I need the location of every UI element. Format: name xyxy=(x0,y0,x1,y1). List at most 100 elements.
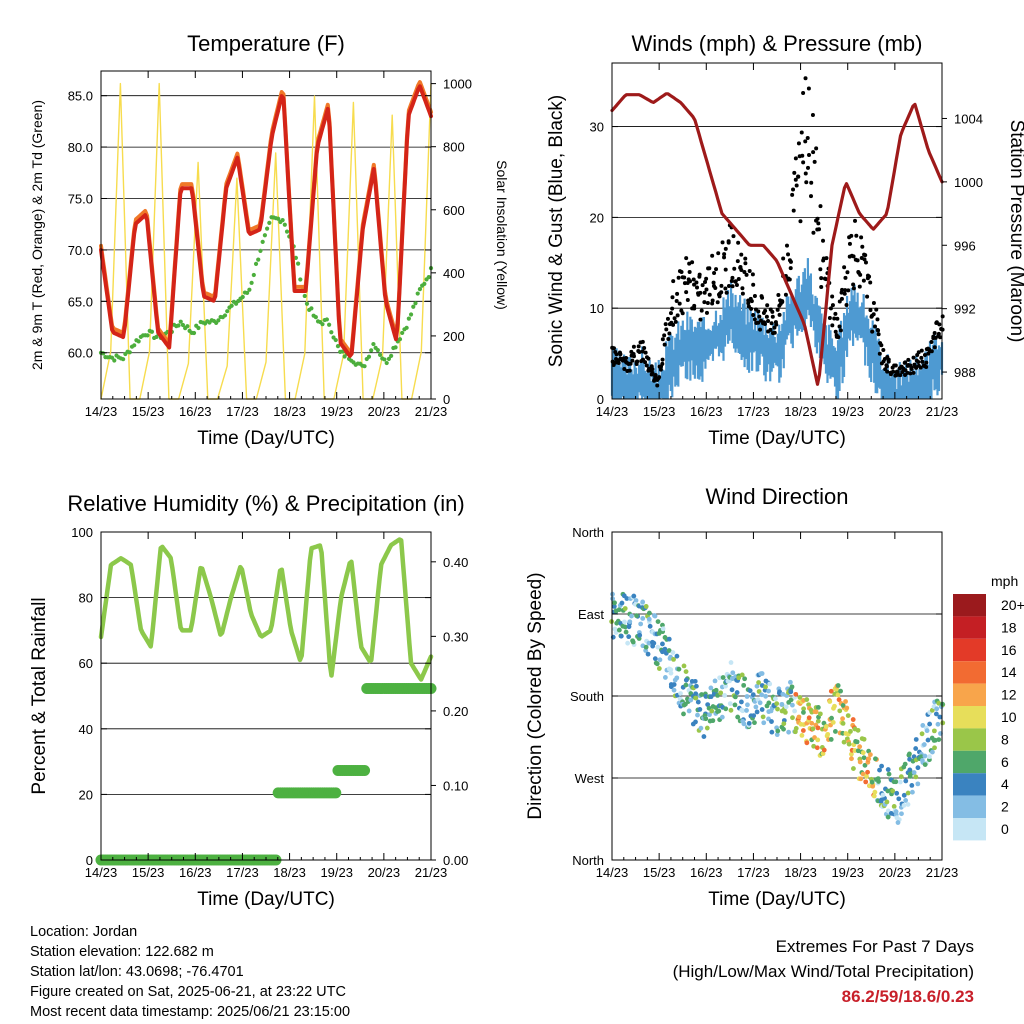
dewpoint-point xyxy=(196,325,201,331)
wind-direction-point xyxy=(754,709,760,715)
gust-point xyxy=(863,253,868,258)
gust-point xyxy=(644,363,649,368)
wind-direction-point xyxy=(763,684,768,690)
gust-point xyxy=(846,288,851,293)
gust-point xyxy=(716,251,721,256)
wind-direction-point xyxy=(703,716,709,722)
gust-point xyxy=(830,303,835,308)
gust-point xyxy=(792,170,797,175)
gust-point xyxy=(684,290,689,295)
station-elevation: Station elevation: 122.682 m xyxy=(30,944,214,960)
wind-direction-point xyxy=(815,737,821,743)
wind-direction-point xyxy=(823,724,829,729)
colorbar-label: 8 xyxy=(1001,731,1009,747)
wind-direction-point xyxy=(723,683,728,689)
gust-point xyxy=(847,241,852,246)
gust-point xyxy=(830,323,835,328)
dewpoint-point xyxy=(149,329,155,334)
dewpoint-point xyxy=(333,337,338,343)
gust-point xyxy=(777,312,782,317)
wind-direction-point xyxy=(921,742,927,747)
colorbar-swatch xyxy=(953,773,986,796)
wind-direction-point xyxy=(788,689,794,695)
temp-2m-series xyxy=(99,84,433,358)
wind-direction-point xyxy=(799,733,805,738)
y-axis-label: Percent & Total Rainfall xyxy=(29,597,50,794)
wind-direction-point xyxy=(890,788,896,794)
colorbar-label: 14 xyxy=(1001,664,1017,680)
wind-direction-point xyxy=(729,687,735,693)
gust-point xyxy=(646,356,651,361)
dewpoint-point xyxy=(400,330,405,336)
wind-direction-point xyxy=(769,729,775,735)
wind-direction-point xyxy=(903,798,909,803)
gust-point xyxy=(863,260,868,265)
gust-point xyxy=(867,274,872,279)
wind-direction-point xyxy=(860,771,866,777)
wind-direction-point xyxy=(629,613,634,619)
gust-point xyxy=(806,86,811,91)
wind-direction-point xyxy=(809,720,815,726)
wind-direction-point xyxy=(940,720,946,726)
wind-direction-point xyxy=(730,670,736,676)
gust-point xyxy=(800,153,805,158)
dewpoint-point xyxy=(112,358,117,363)
wind-direction-point xyxy=(806,715,812,721)
gust-point xyxy=(756,320,761,325)
wind-direction-point xyxy=(829,715,834,721)
wind-direction-point xyxy=(796,714,802,720)
wind-direction-point xyxy=(612,600,617,606)
x-tick-label: 19/23 xyxy=(831,404,864,419)
gust-point xyxy=(700,283,705,288)
wind-direction-point xyxy=(774,732,780,738)
gust-point xyxy=(697,272,702,277)
wind-direction-point xyxy=(766,688,771,694)
wind-direction-point xyxy=(800,728,806,733)
gust-point xyxy=(791,208,796,213)
wind-direction-point xyxy=(909,782,915,788)
gust-point xyxy=(891,369,896,374)
wind-direction-point xyxy=(775,728,781,734)
colorbar-label: 6 xyxy=(1001,754,1009,770)
wind-direction-point xyxy=(698,725,704,731)
gust-point xyxy=(611,346,616,351)
wind-direction-point xyxy=(820,751,826,757)
dewpoint-point xyxy=(293,255,298,261)
gust-point xyxy=(750,272,755,277)
gust-point xyxy=(803,171,808,176)
y-tick-label: 40 xyxy=(79,722,93,737)
wind-direction-point xyxy=(722,693,728,698)
wind-direction-point xyxy=(814,745,820,751)
station-latlon: Station lat/lon: 43.0698; -76.4701 xyxy=(30,964,244,980)
wind-direction-point xyxy=(688,697,694,703)
gust-point xyxy=(839,296,844,301)
wind-direction-point xyxy=(886,771,892,777)
gust-point xyxy=(747,268,752,273)
colorbar-swatch xyxy=(953,638,986,662)
x-tick-label: 19/23 xyxy=(320,404,353,419)
wind-direction-point xyxy=(901,792,907,798)
wind-direction-point xyxy=(756,689,762,694)
gust-point xyxy=(940,327,945,332)
wind-direction-point xyxy=(851,766,856,771)
gust-point xyxy=(714,267,719,272)
wind-direction-point xyxy=(870,783,876,789)
wind-direction-point xyxy=(647,623,653,629)
wind-direction-point xyxy=(637,632,643,638)
wind-direction-point xyxy=(933,711,939,717)
gust-point xyxy=(821,238,826,243)
gust-point xyxy=(832,316,837,321)
dewpoint-point xyxy=(309,306,314,311)
gust-point xyxy=(739,268,744,273)
wind-direction-point xyxy=(681,711,686,717)
wind-direction-point xyxy=(744,694,750,699)
dewpoint-point xyxy=(366,354,372,359)
y-right-tick-label: 1000 xyxy=(954,175,983,190)
y-tick-label: South xyxy=(570,689,604,704)
gust-point xyxy=(766,318,771,323)
gust-point xyxy=(614,352,619,357)
gust-point xyxy=(713,285,718,290)
gust-point xyxy=(858,272,863,277)
gust-point xyxy=(757,314,762,319)
dewpoint-point xyxy=(225,309,230,314)
